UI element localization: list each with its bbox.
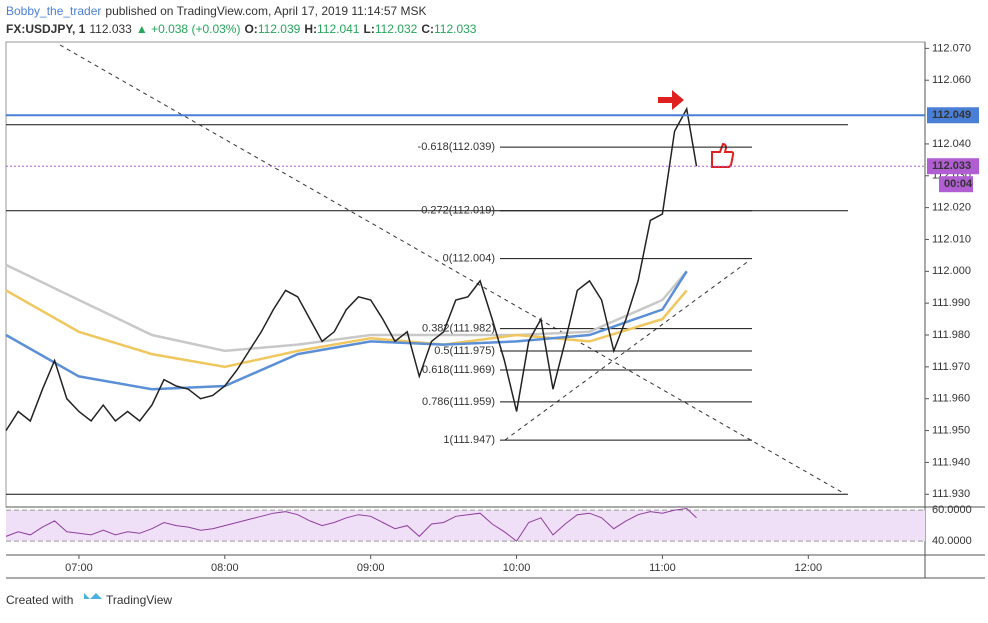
countdown-label: 00:04 xyxy=(944,178,973,190)
price-tag-label: 112.033 xyxy=(932,160,971,172)
y-tick-label: 111.970 xyxy=(932,361,970,373)
ohlc-value: 112.033 xyxy=(434,22,477,36)
footer-created: Created with xyxy=(6,593,73,607)
author: Bobby_the_trader xyxy=(6,4,101,18)
ohlc-key: C: xyxy=(421,22,434,36)
price-tag xyxy=(927,107,979,124)
ohlc-key: L: xyxy=(363,22,374,36)
ohlc-value: 112.032 xyxy=(375,22,418,36)
symbol: FX:USDJPY, 1 xyxy=(6,22,86,36)
ohlc-key: O: xyxy=(244,22,257,36)
y-tick-label: 111.930 xyxy=(932,488,970,500)
fib-label: 0.5(111.975) xyxy=(434,345,495,357)
thumbs-up-icon xyxy=(711,142,735,168)
ohlc-key: H: xyxy=(304,22,317,36)
trend-line xyxy=(504,259,751,441)
footer-brand: TradingView xyxy=(106,593,172,607)
series-line xyxy=(5,270,688,391)
fib-label: 0(112.004) xyxy=(443,252,495,264)
change: ▲ +0.038 (+0.03%) xyxy=(136,22,241,36)
y-tick-label: 112.060 xyxy=(932,74,971,86)
y-tick-label: 111.950 xyxy=(932,424,970,436)
y-tick-label: 112.070 xyxy=(932,42,971,54)
fib-label: 0.618(111.969) xyxy=(422,364,495,376)
y-tick-label: 111.940 xyxy=(932,456,970,468)
y-tick-label: 111.960 xyxy=(932,393,970,405)
x-tick-label: 11:00 xyxy=(649,562,676,574)
logo xyxy=(84,593,102,599)
rsi-tick-label: 60.0000 xyxy=(932,504,972,516)
x-tick-label: 12:00 xyxy=(795,562,823,574)
y-tick-label: 111.990 xyxy=(932,297,970,309)
published: published on TradingView.com, April 17, … xyxy=(105,4,426,18)
x-tick-label: 07:00 xyxy=(65,562,93,574)
ohlc-value: 112.039 xyxy=(258,22,301,36)
x-tick-label: 10:00 xyxy=(503,562,531,574)
y-tick-label: 112.040 xyxy=(932,138,971,150)
ohlc: O:112.039 H:112.041 L:112.032 C:112.033 xyxy=(244,22,476,36)
x-tick-label: 08:00 xyxy=(211,562,239,574)
fib-label: -0.618(112.039) xyxy=(418,141,495,153)
last: 112.033 xyxy=(89,22,132,36)
series-line xyxy=(5,106,698,432)
trend-line xyxy=(59,44,846,495)
y-tick-label: 112.000 xyxy=(932,265,971,277)
price-tag xyxy=(927,158,979,175)
series-line xyxy=(5,507,697,542)
rsi-tick-label: 40.0000 xyxy=(932,535,972,547)
symbol-line: FX:USDJPY, 1 112.033 ▲ +0.038 (+0.03%) O:11… xyxy=(6,22,477,36)
fib-label: 0.272(112.019) xyxy=(421,205,495,217)
y-tick-label: 112.010 xyxy=(932,233,971,245)
price-tag-label: 112.049 xyxy=(932,109,971,121)
layer: 60.0000 40.0000 112.070 112.060 112.040 112.0… xyxy=(5,42,979,574)
fib-label: 0.382(111.982) xyxy=(422,323,495,335)
series-line xyxy=(5,289,688,369)
y-tick-label: 111.980 xyxy=(932,329,970,341)
countdown-tag xyxy=(939,176,973,193)
series-line xyxy=(5,263,688,353)
y-tick-label: 112.020 xyxy=(932,202,971,214)
fib-label: 1(111.947) xyxy=(443,434,495,446)
x-tick-label: 09:00 xyxy=(357,562,385,574)
fib-label: 0.786(111.959) xyxy=(422,396,495,408)
ohlc-value: 112.041 xyxy=(317,22,360,36)
arrow-icon xyxy=(658,90,684,110)
header-line: Bobby_the_trader published on TradingView… xyxy=(6,4,427,18)
